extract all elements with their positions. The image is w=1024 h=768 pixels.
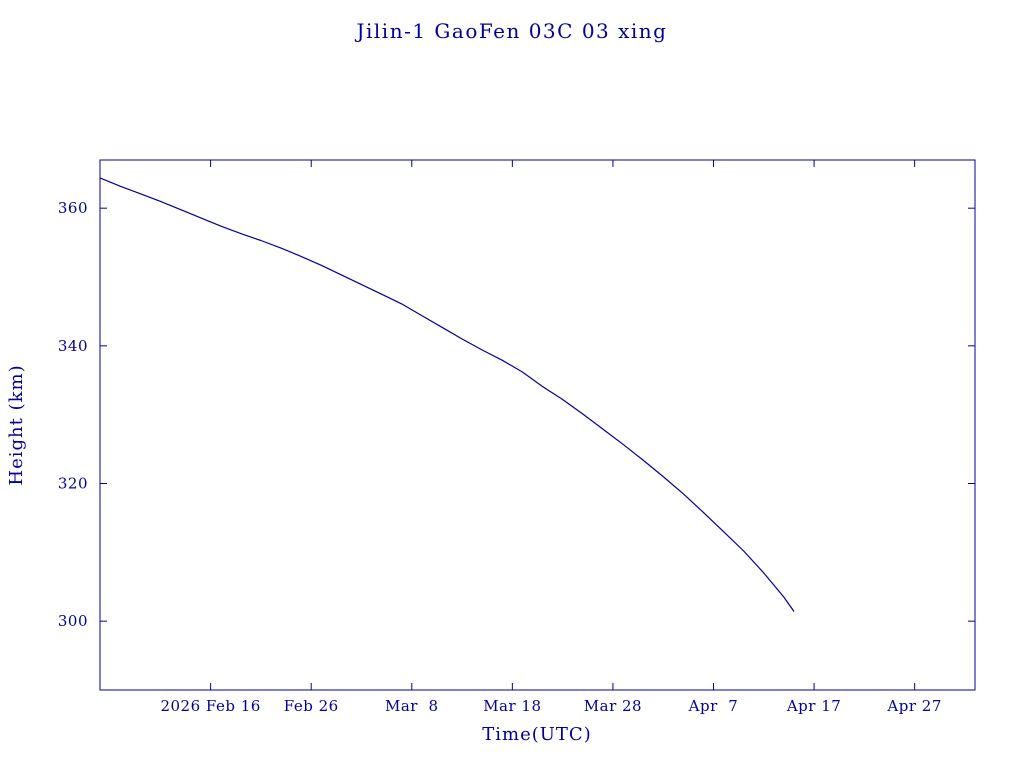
x-axis-label: Time(UTC): [482, 724, 591, 745]
x-tick-label: 2026 Feb 16: [160, 697, 260, 715]
chart-title: Jilin-1 GaoFen 03C 03 xing: [354, 19, 667, 43]
y-tick-label: 300: [58, 612, 88, 630]
plot-frame: [99, 159, 976, 691]
y-axis-label: Height (km): [6, 364, 27, 485]
y-tick-label: 340: [58, 337, 88, 355]
y-tick-label: 320: [58, 475, 88, 493]
y-tick-label: 360: [58, 199, 88, 217]
plot-area: 2026 Feb 16 Feb 26 Mar 8 Mar 18 Mar 28 Apr 7 A…: [58, 159, 976, 715]
x-tick-label: Apr 17: [786, 697, 841, 715]
x-tick-label: Mar 28: [584, 697, 642, 715]
x-tick-label: Feb 26: [284, 697, 339, 715]
x-tick-label: Mar 8: [385, 697, 439, 715]
x-tick-label: Apr 27: [886, 697, 941, 715]
x-tick-label: Apr 7: [688, 697, 739, 715]
height-decay-line: [99, 177, 795, 612]
x-tick-label: Mar 18: [483, 697, 541, 715]
